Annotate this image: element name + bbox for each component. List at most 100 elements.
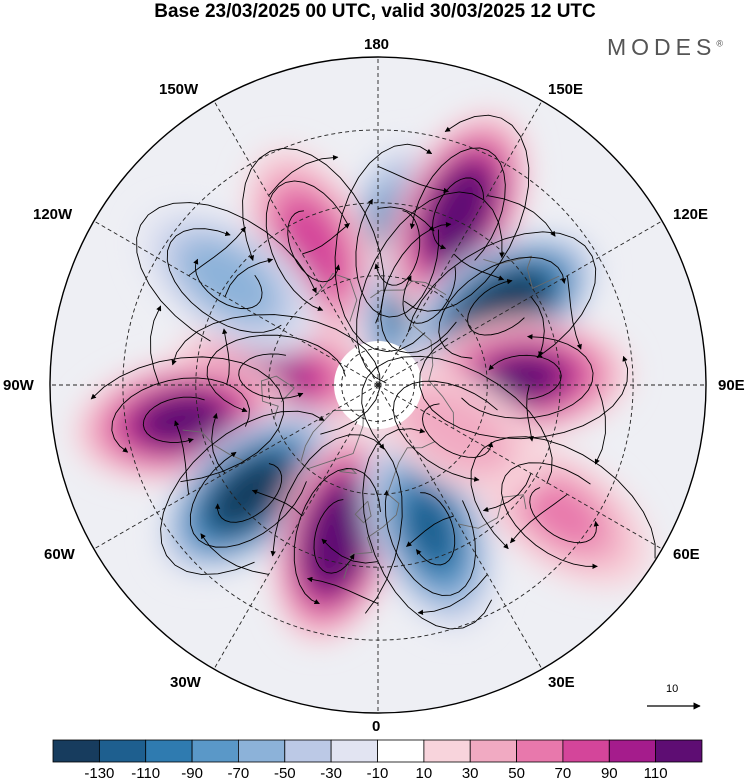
meridian-240 [93, 220, 379, 386]
lon-label-30e: 30E [548, 674, 575, 691]
zonal-streamline-45-9 [526, 384, 534, 442]
zonal-streamline-30-6 [377, 165, 450, 194]
streamline-low-scandinavia-1 [383, 489, 476, 596]
streamline-high-urals-0 [422, 403, 494, 458]
streamline-high-hudson-east-1 [111, 377, 250, 453]
streamlines [90, 114, 656, 630]
zonal-streamline-45-4 [224, 258, 274, 297]
streamline-high-canada-2 [171, 314, 381, 435]
zonal-streamline-30-2 [174, 420, 190, 495]
lon-label-150w: 150W [159, 81, 199, 98]
streamline-low-east-siberia-0 [467, 278, 525, 336]
meridian-210 [213, 100, 379, 386]
modes-logo: MODES® [607, 34, 723, 61]
meridian-150 [377, 100, 543, 386]
streamline-high-urals-2 [361, 355, 553, 484]
zonal-streamline-30-10 [510, 493, 568, 544]
streamline-high-canada-1 [206, 334, 346, 413]
zonal-streamline-30-0 [306, 576, 379, 605]
colorbar-tick-label: 90 [600, 765, 618, 782]
coastline-segment-9 [458, 494, 527, 529]
colorbar-tick-label: -30 [320, 765, 342, 782]
streamline-high-north-atlantic-1 [293, 467, 381, 605]
coastline-segment-2 [339, 467, 358, 474]
zonal-streamline-45-10 [482, 473, 532, 512]
anomaly-high-central-siberia-level-5 [486, 355, 561, 400]
streamline-high-central-siberia-1 [461, 334, 594, 419]
meridian-330 [213, 384, 379, 670]
zonal-streamline-45-5 [302, 223, 350, 255]
lon-label-90e: 90E [718, 377, 745, 394]
coastline-segment-8 [412, 324, 455, 429]
coastline-segment-0 [343, 441, 435, 579]
colorbar-tick-label: 70 [554, 765, 572, 782]
lon-label-0: 0 [372, 718, 381, 735]
zonal-streamline-45-3 [222, 328, 230, 386]
streamline-high-hudson-east-0 [142, 396, 205, 444]
streamline-high-north-atlantic-0 [313, 499, 355, 574]
zonal-streamline-30-9 [594, 384, 606, 465]
streamline-high-caspian-2 [470, 436, 656, 559]
graticule [50, 57, 706, 713]
coastline-segment-1 [354, 500, 372, 524]
colorbar-tick-label: -10 [366, 765, 389, 782]
lon-label-150e: 150E [548, 81, 584, 98]
zonal-streamline-30-1 [200, 533, 269, 575]
lon-label-120e: 120E [673, 206, 709, 223]
streamline-high-caspian-1 [501, 462, 598, 570]
anomaly-high-caspian-level-2 [524, 481, 603, 548]
colorbar-tick-label: -90 [181, 765, 203, 782]
colorbar-tick-label: -110 [131, 765, 161, 782]
streamline-low-scandinavia-0 [415, 492, 456, 566]
meridian-30 [377, 384, 543, 670]
streamline-low-alaska-west-0 [193, 258, 263, 310]
lon-label-180: 180 [364, 36, 390, 53]
streamline-low-labrador-1 [189, 451, 307, 548]
streamline-high-central-siberia-2 [419, 337, 629, 440]
colorbar-tick-label: 30 [461, 765, 479, 782]
meridian-300 [93, 384, 379, 550]
colorbar-tick-label: 10 [415, 765, 433, 782]
anomaly-low-scandinavia-level-5 [406, 493, 455, 565]
zonal-streamline-45-0 [321, 538, 379, 564]
anomaly-low-labrador-level-6 [210, 457, 289, 529]
streamline-high-hudson-east-2 [90, 356, 284, 483]
streamline-high-gulf-alaska-1 [265, 180, 350, 311]
meridian-120 [377, 220, 663, 386]
zonal-streamline-30-8 [566, 275, 582, 350]
zonal-streamline-30-4 [188, 226, 246, 277]
streamline-high-canada-0 [238, 353, 304, 399]
streamline-high-kamchatka-1 [409, 147, 506, 261]
colorbar-tick-label: 50 [508, 765, 525, 782]
zonal-streamline-30-3 [150, 305, 162, 386]
zonal-streamline-45-1 [251, 489, 303, 517]
meridian-60 [377, 384, 663, 550]
coastline-segment-5 [314, 272, 358, 322]
streamline-high-caspian-0 [529, 487, 599, 544]
zonal-streamline-30-5 [268, 154, 339, 196]
zonal-streamline-45-2 [211, 412, 226, 474]
streamline-low-alaska-west-1 [166, 228, 282, 333]
streamline-low-alaska-west-2 [136, 202, 317, 342]
registered-mark: ® [716, 38, 723, 49]
colorbar-tick-label: -70 [227, 765, 250, 782]
streamline-low-labrador-2 [160, 410, 325, 575]
zonal-streamline-30-11 [417, 574, 488, 616]
colorbar-tick-label: 110 [643, 765, 668, 782]
streamline-low-north-pacific-2 [334, 143, 433, 353]
colorbar-tick-label: -130 [84, 765, 115, 782]
streamline-high-central-siberia-0 [488, 354, 562, 400]
zonal-streamline-45-6 [377, 206, 435, 232]
streamline-low-scandinavia-2 [362, 428, 493, 630]
coastline-segment-4 [260, 375, 295, 419]
brand-name: MODES [607, 34, 717, 60]
zonal-streamline-45-11 [406, 515, 454, 547]
colorbar-tick-label: -50 [273, 765, 296, 782]
lon-label-90w: 90W [3, 377, 34, 394]
streamline-low-east-siberia-1 [438, 256, 567, 359]
streamline-low-north-pacific-0 [374, 210, 421, 286]
map-border [49, 56, 707, 714]
streamline-low-bering-1 [380, 221, 457, 354]
zonal-streamline-45-8 [530, 296, 545, 358]
